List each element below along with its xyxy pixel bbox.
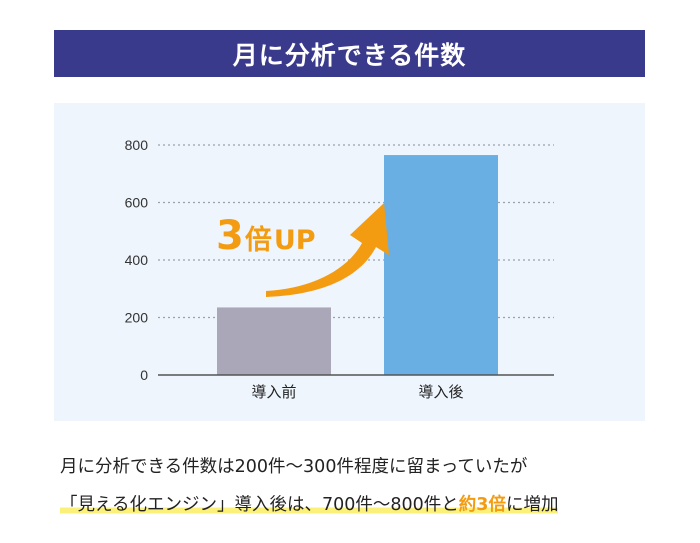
chart-panel: 0 200 400 600 800 導入前 導入後 3倍UP [54, 103, 645, 421]
y-tick-label: 600 [125, 195, 149, 211]
caption-line-2: 「見える化エンジン」導入後は、700件〜800件と約3倍に増加 [60, 486, 660, 524]
caption-line-2-text: 「見える化エンジン」導入後は、700件〜800件と [60, 495, 459, 515]
growth-arrow-icon [266, 203, 389, 297]
svg-text:3倍UP: 3倍UP [216, 213, 316, 259]
bar-before [217, 307, 331, 375]
x-tick-label: 導入前 [251, 383, 296, 401]
caption-accent: 約3倍 [458, 495, 506, 515]
caption-highlight: 「見える化エンジン」導入後は、700件〜800件と約3倍に増加 [60, 495, 559, 515]
y-tick-label: 0 [140, 367, 148, 383]
caption: 月に分析できる件数は200件〜300件程度に留まっていたが 「見える化エンジン」… [60, 448, 660, 524]
y-tick-label: 200 [125, 310, 149, 326]
callout-suffix: UP [274, 225, 316, 256]
bar-after [384, 155, 498, 375]
callout-unit: 倍 [245, 224, 272, 256]
caption-line-1: 月に分析できる件数は200件〜300件程度に留まっていたが [60, 457, 528, 477]
bar-chart: 0 200 400 600 800 導入前 導入後 3倍UP [125, 137, 554, 401]
page-title: 月に分析できる件数 [232, 40, 467, 70]
caption-line-2-end: に増加 [505, 495, 559, 515]
y-tick-label: 400 [125, 252, 149, 268]
y-tick-label: 800 [125, 137, 149, 153]
callout-number: 3 [216, 213, 244, 259]
title-banner: 月に分析できる件数 [54, 30, 645, 77]
growth-callout: 3倍UP [216, 203, 389, 297]
x-tick-label: 導入後 [418, 383, 463, 401]
